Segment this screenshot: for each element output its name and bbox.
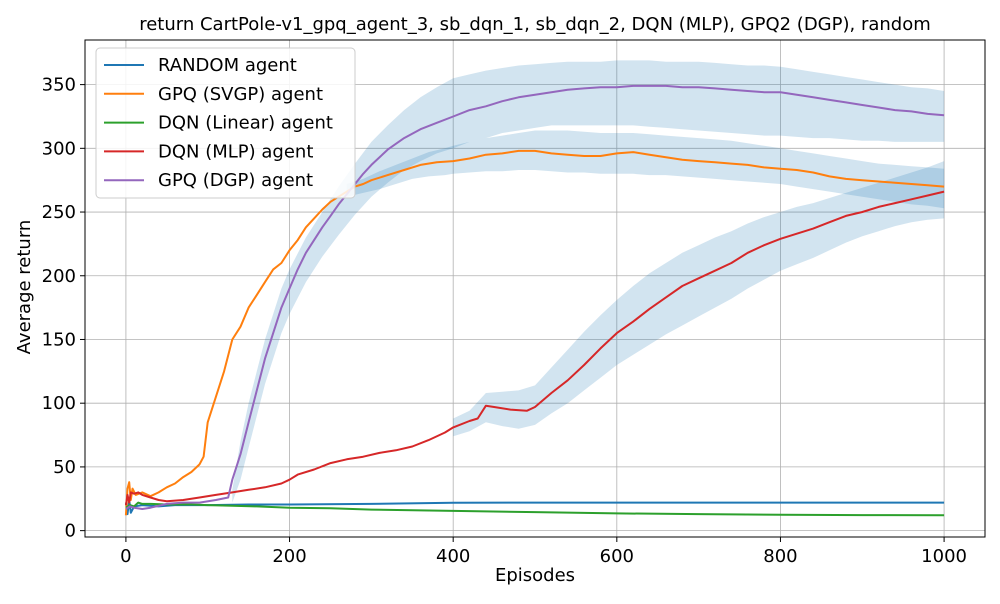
legend-label: GPQ (SVGP) agent	[158, 84, 323, 105]
y-tick-label: 0	[65, 521, 76, 542]
y-axis-label: Average return	[14, 220, 35, 355]
confidence-bands	[232, 60, 945, 503]
legend-label: GPQ (DGP) agent	[158, 170, 313, 191]
y-tick-label: 50	[53, 457, 76, 478]
grid-lines	[85, 40, 985, 537]
plot-frame	[84, 39, 986, 538]
chart-title: return CartPole-v1_gpq_agent_3, sb_dqn_1…	[139, 14, 931, 35]
series-line	[124, 499, 945, 516]
y-tick-label: 250	[42, 202, 76, 223]
legend-label: RANDOM agent	[158, 55, 297, 76]
legend-box	[95, 47, 356, 199]
x-axis-label: Episodes	[495, 565, 575, 586]
series-line	[125, 501, 945, 517]
legend: RANDOM agent GPQ (SVGP) agent DQN (Linear)…	[95, 47, 356, 199]
confidence-band	[232, 60, 945, 503]
confidence-band	[453, 161, 945, 437]
x-tick-label: 400	[436, 546, 470, 567]
x-tick-label: 200	[272, 546, 306, 567]
legend-label: DQN (MLP) agent	[158, 141, 313, 162]
series-lines	[124, 84, 945, 517]
series-line	[125, 84, 945, 510]
x-tick-label: 800	[763, 546, 797, 567]
y-tick-label: 200	[42, 266, 76, 287]
y-tick-label: 300	[42, 138, 76, 159]
y-axis-ticks: 0 50 100 150 200 250 300 350	[42, 75, 85, 542]
legend-label: DQN (Linear) agent	[158, 113, 333, 134]
y-tick-label: 350	[42, 75, 76, 96]
series-line	[124, 149, 945, 516]
x-axis-ticks: 0 200 400 600 800 1000	[120, 537, 967, 567]
y-tick-label: 100	[42, 393, 76, 414]
confidence-band	[346, 130, 945, 209]
series-line	[124, 190, 945, 506]
y-tick-label: 150	[42, 329, 76, 350]
x-tick-label: 600	[600, 546, 634, 567]
x-tick-label: 0	[120, 546, 131, 567]
x-tick-label: 1000	[921, 546, 967, 567]
